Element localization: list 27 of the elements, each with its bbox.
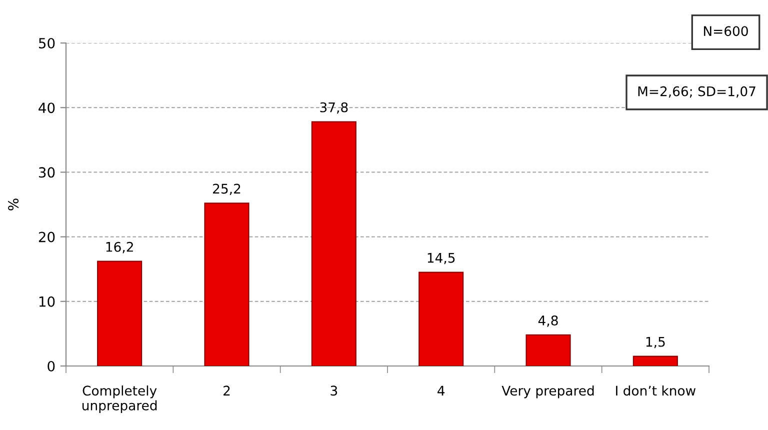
annotation: M=2,66; SD=1,07: [638, 86, 756, 98]
x-tick-label: Very prepared: [502, 385, 594, 398]
x-tick-label: I don’t know: [616, 385, 696, 396]
y-axis-title: %: [8, 198, 19, 210]
text: N=600: [704, 26, 748, 36]
x-tick-label: 2: [224, 386, 230, 396]
y-tick-label: 40: [38, 102, 55, 114]
bar: [526, 334, 571, 366]
x-tick-label: Completely unprepared: [82, 385, 157, 413]
data-label: 25,2: [213, 184, 240, 196]
y-tick-label: 20: [38, 232, 55, 242]
y-tick-label: 0: [48, 360, 55, 372]
bar: [418, 272, 464, 366]
bar: [311, 121, 356, 366]
data-label: 16,2: [106, 242, 133, 254]
data-label: 1,5: [646, 337, 665, 348]
y-tick-label: 30: [38, 167, 55, 178]
bar: [97, 260, 142, 366]
bar: [632, 356, 678, 366]
data-label: 4,8: [538, 316, 558, 327]
data-label: 37,8: [320, 102, 348, 114]
bar: [204, 202, 250, 366]
y-tick-label: 10: [39, 296, 55, 307]
x-tick-label: 4: [438, 386, 445, 396]
x-tick-label: 3: [330, 386, 338, 396]
y-tick-label: 50: [38, 38, 55, 48]
data-label: 14,5: [428, 253, 455, 264]
